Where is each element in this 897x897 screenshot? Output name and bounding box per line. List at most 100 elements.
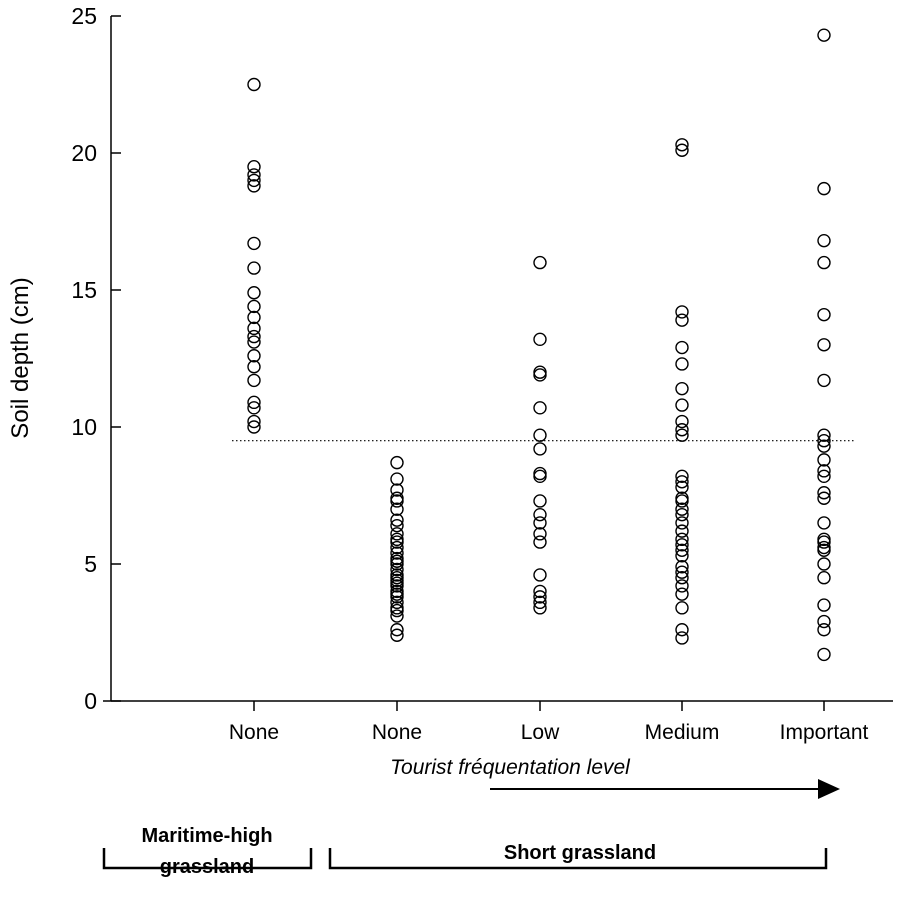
data-point xyxy=(247,395,261,410)
data-point xyxy=(675,507,689,522)
data-point xyxy=(247,299,261,314)
data-point xyxy=(675,143,689,157)
data-point xyxy=(675,532,689,547)
data-point xyxy=(533,469,547,484)
data-point xyxy=(675,524,689,538)
data-point xyxy=(390,491,404,505)
y-axis: 0 5 10 15 20 25 xyxy=(71,3,121,714)
data-point xyxy=(675,428,689,442)
data-point xyxy=(675,357,689,371)
data-point xyxy=(247,173,261,188)
group-brackets: Maritime-high grassland Short grassland xyxy=(102,825,828,878)
data-point xyxy=(817,486,831,500)
data-point xyxy=(817,255,831,270)
data-point xyxy=(817,614,831,629)
data-point xyxy=(675,560,689,574)
y-tick-label: 25 xyxy=(71,3,97,29)
x-tick-label: Low xyxy=(521,721,560,744)
y-tick-label: 0 xyxy=(84,688,97,714)
x-tick-label: None xyxy=(372,721,422,744)
data-point xyxy=(817,623,831,637)
data-point xyxy=(675,414,689,429)
data-point xyxy=(533,584,547,599)
data-point xyxy=(817,647,831,662)
data-point xyxy=(247,179,261,193)
data-point xyxy=(533,568,547,582)
data-point xyxy=(817,557,831,571)
group-bracket xyxy=(328,848,828,870)
data-point xyxy=(675,565,689,579)
data-point xyxy=(817,233,831,248)
data-point xyxy=(247,286,261,300)
data-point xyxy=(247,414,261,429)
data-point xyxy=(533,494,547,508)
data-point xyxy=(390,455,404,470)
x-tick-label: None xyxy=(229,721,279,744)
data-point xyxy=(533,332,547,347)
group-label: grassland xyxy=(160,856,254,878)
data-point xyxy=(533,466,547,481)
data-point xyxy=(817,571,831,585)
y-tick-label: 5 xyxy=(84,551,97,577)
data-point xyxy=(675,601,689,615)
data-point xyxy=(817,535,831,549)
y-axis-title: Soil depth (cm) xyxy=(7,277,34,438)
data-point xyxy=(390,502,404,516)
data-point xyxy=(533,365,547,379)
data-point xyxy=(817,453,831,467)
data-point xyxy=(533,401,547,415)
data-point xyxy=(247,329,261,344)
data-point xyxy=(533,428,547,442)
data-point xyxy=(390,483,404,497)
y-tick-label: 10 xyxy=(71,414,97,440)
data-point xyxy=(675,579,689,593)
data-point xyxy=(533,590,547,604)
data-point xyxy=(817,598,831,612)
data-point xyxy=(675,381,689,396)
x-axis: None None Low Medium Important xyxy=(103,700,893,744)
group-label: Short grassland xyxy=(504,842,656,864)
data-point xyxy=(247,261,261,275)
data-point xyxy=(390,518,404,533)
data-point xyxy=(390,494,404,508)
data-point xyxy=(817,469,831,484)
y-tick-label: 15 xyxy=(71,277,97,303)
data-point xyxy=(390,540,404,555)
data-point xyxy=(675,516,689,530)
data-point xyxy=(675,469,689,484)
data-point xyxy=(390,609,404,623)
data-point xyxy=(390,546,404,560)
data-point xyxy=(675,480,689,494)
data-point xyxy=(247,360,261,374)
data-point xyxy=(817,434,831,448)
data-point xyxy=(533,595,547,610)
data-point xyxy=(817,439,831,453)
data-point xyxy=(533,442,547,456)
data-point xyxy=(817,516,831,530)
data-point xyxy=(817,373,831,388)
data-point xyxy=(817,181,831,196)
data-point xyxy=(247,373,261,388)
data-points xyxy=(247,28,831,662)
data-point xyxy=(390,595,404,610)
data-point xyxy=(247,420,261,434)
data-point xyxy=(817,338,831,352)
data-point xyxy=(675,543,689,557)
data-point xyxy=(533,527,547,541)
data-point xyxy=(675,475,689,489)
data-point xyxy=(675,313,689,327)
data-point xyxy=(817,464,831,478)
x-tick-label: Medium xyxy=(645,721,720,744)
data-point xyxy=(390,513,404,527)
data-point xyxy=(675,549,689,563)
data-point xyxy=(390,590,404,604)
data-point xyxy=(817,491,831,505)
data-point xyxy=(675,538,689,552)
data-point xyxy=(390,472,404,486)
data-point xyxy=(675,340,689,355)
x-axis-title: Tourist fréquentation level xyxy=(390,756,631,779)
group-bracket xyxy=(102,848,313,870)
data-point xyxy=(247,236,261,251)
data-point xyxy=(675,305,689,319)
